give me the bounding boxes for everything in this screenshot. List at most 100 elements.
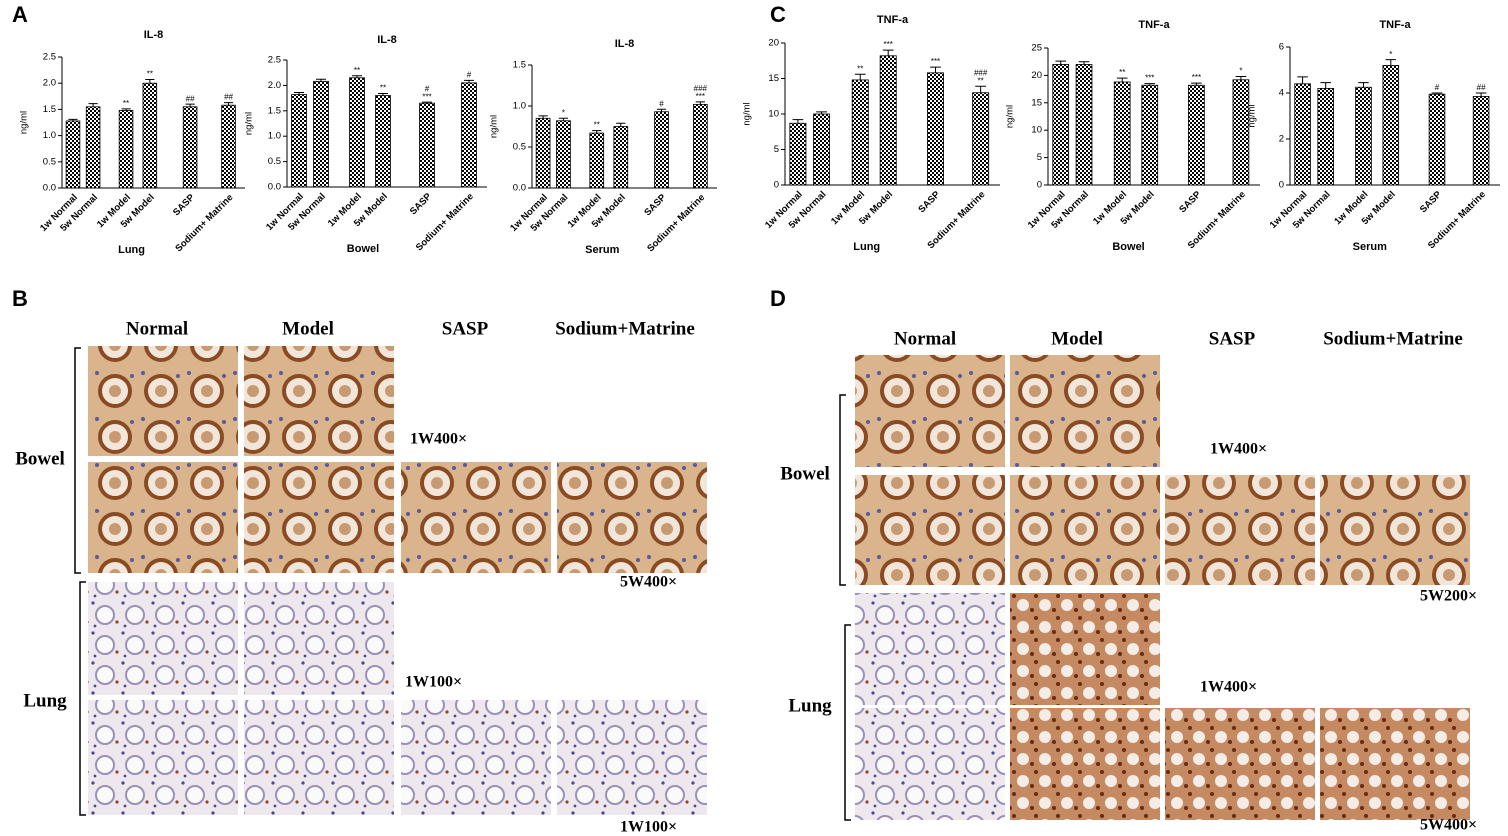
significance-label: #: [467, 70, 472, 79]
bracket: [839, 394, 846, 586]
error-bar: [656, 108, 667, 112]
error-bar: [88, 103, 98, 107]
x-tick-label: SASP: [1418, 189, 1445, 216]
bar: [535, 117, 551, 189]
chart-title: IL-8: [615, 38, 635, 50]
y-tick-label: 5: [774, 144, 779, 155]
significance-label: **: [147, 70, 153, 79]
y-tick-label: 2.0: [43, 78, 56, 89]
significance-label: ##: [1477, 83, 1486, 92]
micrograph: [88, 700, 238, 815]
y-tick-label: 10: [768, 109, 779, 120]
significance-label: ###: [974, 68, 988, 77]
significance-label: ###: [694, 84, 708, 93]
bar: [313, 80, 329, 188]
error-bar: [854, 73, 866, 80]
x-tick-label: SASP: [916, 189, 943, 216]
micrograph: [1010, 708, 1160, 820]
y-tick-label: 1.0: [513, 101, 526, 112]
bracket: [74, 347, 81, 574]
y-tick-label: 15: [1031, 97, 1042, 108]
magnification-label: 5W400×: [620, 574, 677, 591]
micrograph: [244, 346, 394, 456]
magnification-label: 5W200×: [1420, 588, 1477, 605]
error-bar: [792, 119, 804, 124]
y-tick-label: 0.5: [513, 142, 526, 153]
bar: [589, 132, 605, 189]
micrograph: [1320, 475, 1470, 585]
x-tick-label: SASP: [171, 192, 198, 219]
significance-label: *: [562, 108, 565, 117]
significance-label: ***: [931, 57, 940, 66]
significance-label: **: [978, 76, 984, 85]
y-tick-label: 25: [1031, 43, 1042, 54]
bar: [375, 95, 391, 188]
error-bar: [1358, 82, 1369, 88]
micrograph: [401, 700, 551, 815]
micrograph: [401, 462, 551, 573]
y-tick-label: 6: [1279, 42, 1284, 53]
micrograph: [1320, 708, 1470, 820]
chart-title: IL-8: [144, 29, 164, 41]
micrograph: [1165, 708, 1315, 820]
x-tick-label: SASP: [1177, 189, 1204, 216]
error-bar: [1475, 92, 1487, 97]
micrograph: [88, 346, 238, 456]
micrograph: [88, 582, 238, 695]
error-bar: [930, 66, 941, 73]
y-tick-label: 0.5: [43, 156, 56, 167]
row-label: Lung: [23, 690, 67, 711]
y-tick-label: 10: [1031, 125, 1042, 136]
chart-title: TNF-a: [1379, 19, 1411, 31]
significance-label: **: [354, 66, 360, 75]
magnification-label: 1W400×: [1200, 679, 1257, 696]
significance-label: ***: [422, 92, 431, 101]
y-tick-label: 1.0: [268, 131, 281, 142]
y-axis-label: ng/ml: [742, 102, 753, 125]
bar: [556, 120, 571, 189]
panel-label: B: [12, 286, 28, 311]
bar: [1294, 83, 1311, 186]
error-bar: [592, 130, 602, 134]
error-bar: [975, 85, 987, 93]
significance-label: ***: [1192, 73, 1201, 82]
bar: [221, 104, 236, 189]
micrograph: [855, 475, 1005, 585]
magnification-label: 1W100×: [405, 674, 462, 691]
x-axis-label: Lung: [853, 241, 880, 253]
column-header: Sodium+Matrine: [1323, 328, 1463, 349]
error-bar: [1235, 75, 1247, 80]
bar: [613, 126, 629, 189]
y-tick-label: 2.5: [43, 52, 56, 63]
y-tick-label: 1.5: [268, 105, 281, 116]
magnification-label: 1W400×: [1210, 441, 1267, 458]
panel-label: A: [12, 2, 28, 27]
significance-label: **: [380, 84, 386, 93]
error-bar: [538, 115, 548, 119]
micrograph: [1010, 475, 1160, 585]
bar: [789, 122, 807, 186]
bracket: [79, 581, 86, 816]
error-bar: [223, 102, 234, 106]
bar: [118, 110, 134, 189]
significance-label: *: [1389, 50, 1392, 59]
error-bar: [185, 103, 195, 107]
error-bar: [294, 92, 304, 95]
error-bar: [1385, 59, 1397, 66]
bar: [693, 103, 708, 189]
error-bar: [464, 79, 474, 83]
micrograph: [557, 462, 707, 573]
column-header: Model: [282, 318, 334, 339]
bar: [1382, 65, 1400, 186]
chart-title: TNF-a: [1138, 19, 1170, 31]
bar: [182, 106, 198, 189]
bar: [1472, 96, 1490, 186]
bar: [851, 79, 869, 186]
y-axis-label: ng/ml: [1005, 105, 1016, 128]
panel-label: C: [770, 2, 786, 27]
bar: [1355, 86, 1372, 186]
error-bar: [558, 117, 569, 121]
x-axis-label: Serum: [585, 244, 619, 256]
bar: [1232, 79, 1250, 186]
